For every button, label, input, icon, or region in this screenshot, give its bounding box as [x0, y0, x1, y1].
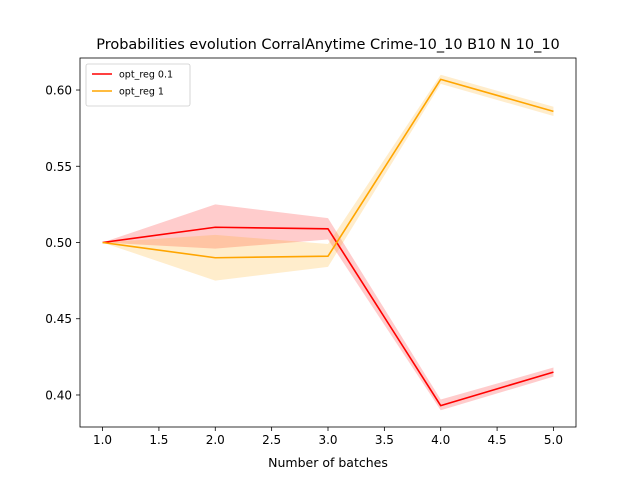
series-band-1: [102, 204, 554, 411]
x-axis-ticks: 1.0 1.5 2.0 2.5 3.0 3.5 4.0 4.5 5.0: [93, 427, 563, 447]
x-tick-label: 2.0: [206, 433, 225, 447]
confidence-bands: [102, 74, 554, 411]
x-tick-label: 1.5: [149, 433, 168, 447]
y-tick-label: 0.60: [45, 84, 72, 98]
legend-label-1: opt_reg 0.1: [119, 70, 173, 81]
series-line-1: [102, 226, 554, 407]
x-axis-label: Number of batches: [268, 455, 388, 470]
series-lines: [102, 78, 554, 407]
series-band-2: [102, 74, 554, 281]
x-tick-label: 3.0: [318, 433, 337, 447]
y-tick-label: 0.40: [45, 388, 72, 402]
chart-title: Probabilities evolution CorralAnytime Cr…: [96, 37, 560, 53]
x-tick-label: 4.0: [431, 433, 450, 447]
x-tick-label: 2.5: [262, 433, 281, 447]
y-tick-label: 0.50: [45, 236, 72, 250]
x-tick-label: 1.0: [93, 433, 112, 447]
series-line-2: [102, 78, 554, 259]
y-tick-label: 0.55: [45, 160, 72, 174]
x-tick-label: 4.5: [488, 433, 507, 447]
x-tick-label: 5.0: [544, 433, 563, 447]
legend-label-2: opt_reg 1: [119, 87, 164, 98]
x-tick-label: 3.5: [375, 433, 394, 447]
y-tick-label: 0.45: [45, 312, 72, 326]
legend: opt_reg 0.1 opt_reg 1: [85, 63, 191, 107]
y-axis-ticks: 0.40 0.45 0.50 0.55 0.60: [45, 84, 80, 402]
